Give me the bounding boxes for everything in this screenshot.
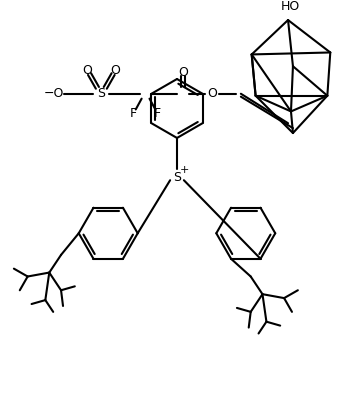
Text: O: O bbox=[82, 64, 92, 76]
Text: O: O bbox=[207, 87, 217, 100]
Text: S: S bbox=[173, 171, 181, 184]
Text: O: O bbox=[110, 64, 120, 76]
Text: O: O bbox=[178, 66, 188, 79]
Text: −O: −O bbox=[44, 87, 64, 100]
Text: +: + bbox=[180, 166, 189, 176]
Text: HO: HO bbox=[280, 0, 299, 13]
Text: S: S bbox=[97, 87, 105, 100]
Text: F: F bbox=[154, 107, 161, 120]
Text: F: F bbox=[130, 107, 137, 120]
